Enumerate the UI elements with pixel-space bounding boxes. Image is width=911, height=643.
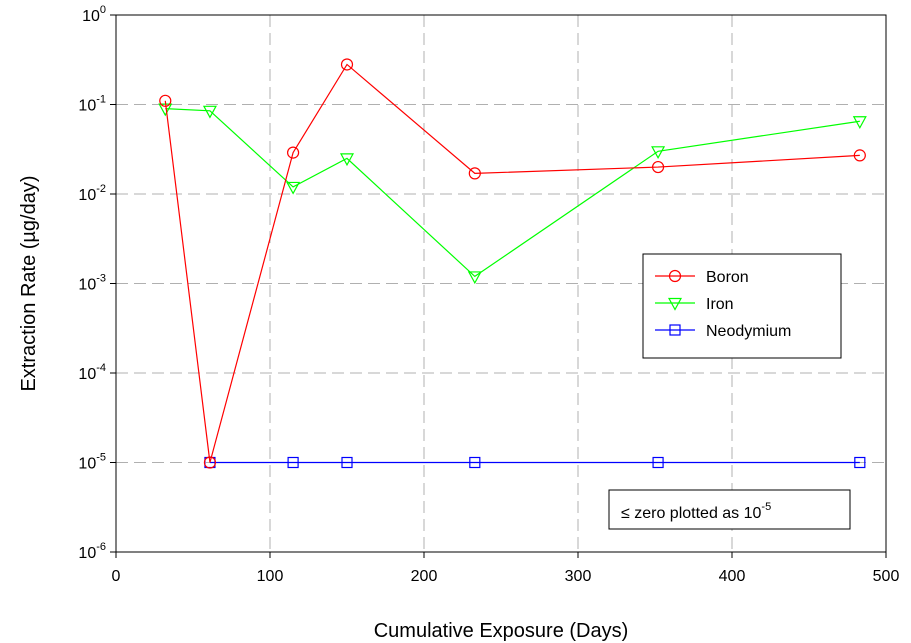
series-line [164, 63, 860, 463]
y-tick-exponent: -6 [96, 541, 106, 553]
data-point [287, 146, 300, 159]
annotation-exponent: -5 [761, 501, 771, 513]
y-tick-base: 10 [78, 277, 96, 294]
legend-marker [669, 324, 681, 336]
data-point [651, 146, 666, 160]
legend: Boron Iron Neodymium [642, 253, 842, 359]
y-tick-base: 10 [78, 456, 96, 473]
y-tick-exponent: -4 [96, 362, 106, 374]
y-axis-title: Extraction Rate (µg/day) [18, 175, 40, 391]
x-tick-label: 500 [873, 568, 900, 585]
y-tick-base: 10 [78, 98, 96, 115]
legend-label: Boron [706, 269, 749, 286]
data-point [853, 149, 866, 162]
legend-label: Iron [706, 296, 734, 313]
x-tick-label: 100 [257, 568, 284, 585]
data-point [202, 105, 217, 119]
x-tick-label: 400 [719, 568, 746, 585]
annotation-frame [608, 489, 851, 530]
series-boron [159, 58, 866, 469]
data-point [652, 456, 664, 469]
y-tick-label: 10-4 [78, 362, 106, 383]
data-point [339, 153, 355, 167]
annotation-box: ≤ zero plotted as 10-5 [608, 489, 851, 530]
y-tick-exponent: -1 [96, 94, 106, 106]
y-tick-base: 10 [78, 366, 96, 383]
annotation-main: ≤ zero plotted as 10 [621, 505, 762, 522]
x-tick-label: 300 [565, 568, 592, 585]
series-line [165, 107, 860, 278]
legend-item-boron: Boron [655, 269, 749, 286]
y-tick-label: 10-2 [78, 183, 106, 204]
y-tick-label: 100 [82, 4, 106, 25]
y-tick-exponent: 0 [100, 4, 106, 16]
y-tick-exponent: -2 [96, 183, 106, 195]
x-tick-label: 200 [411, 568, 438, 585]
legend-item-iron: Iron [655, 296, 734, 313]
annotation-text: ≤ zero plotted as 10-5 [621, 501, 771, 522]
axis-ticks: 0 100 200 300 400 50010010-110-210-310-410-51… [78, 4, 899, 585]
series-layer [158, 58, 867, 469]
data-point [469, 456, 481, 469]
y-tick-exponent: -5 [96, 452, 106, 464]
data-point [203, 456, 217, 469]
x-tick-label: 0 [112, 568, 121, 585]
data-point [341, 456, 353, 469]
legend-label: Neodymium [706, 323, 791, 340]
data-point [159, 94, 172, 107]
series-neodymium [204, 456, 866, 469]
data-point [651, 160, 665, 174]
data-point [287, 456, 299, 469]
y-tick-base: 10 [78, 187, 96, 204]
y-tick-label: 10-6 [78, 541, 106, 562]
x-axis-title: Cumulative Exposure (Days) [374, 620, 629, 642]
y-tick-base: 10 [78, 545, 96, 562]
data-point [340, 58, 354, 71]
legend-marker [667, 297, 683, 311]
y-tick-base: 10 [82, 8, 100, 25]
legend-marker [668, 269, 682, 283]
legend-item-neodymium: Neodymium [655, 323, 791, 340]
legend-box [642, 253, 842, 359]
data-point [467, 271, 482, 285]
y-tick-label: 10-1 [78, 94, 106, 115]
y-tick-label: 10-3 [78, 273, 106, 294]
data-point [852, 116, 867, 129]
data-point [286, 181, 301, 195]
data-point [854, 456, 866, 469]
y-tick-exponent: -3 [96, 273, 106, 285]
data-point [468, 167, 481, 180]
y-tick-label: 10-5 [78, 452, 106, 473]
